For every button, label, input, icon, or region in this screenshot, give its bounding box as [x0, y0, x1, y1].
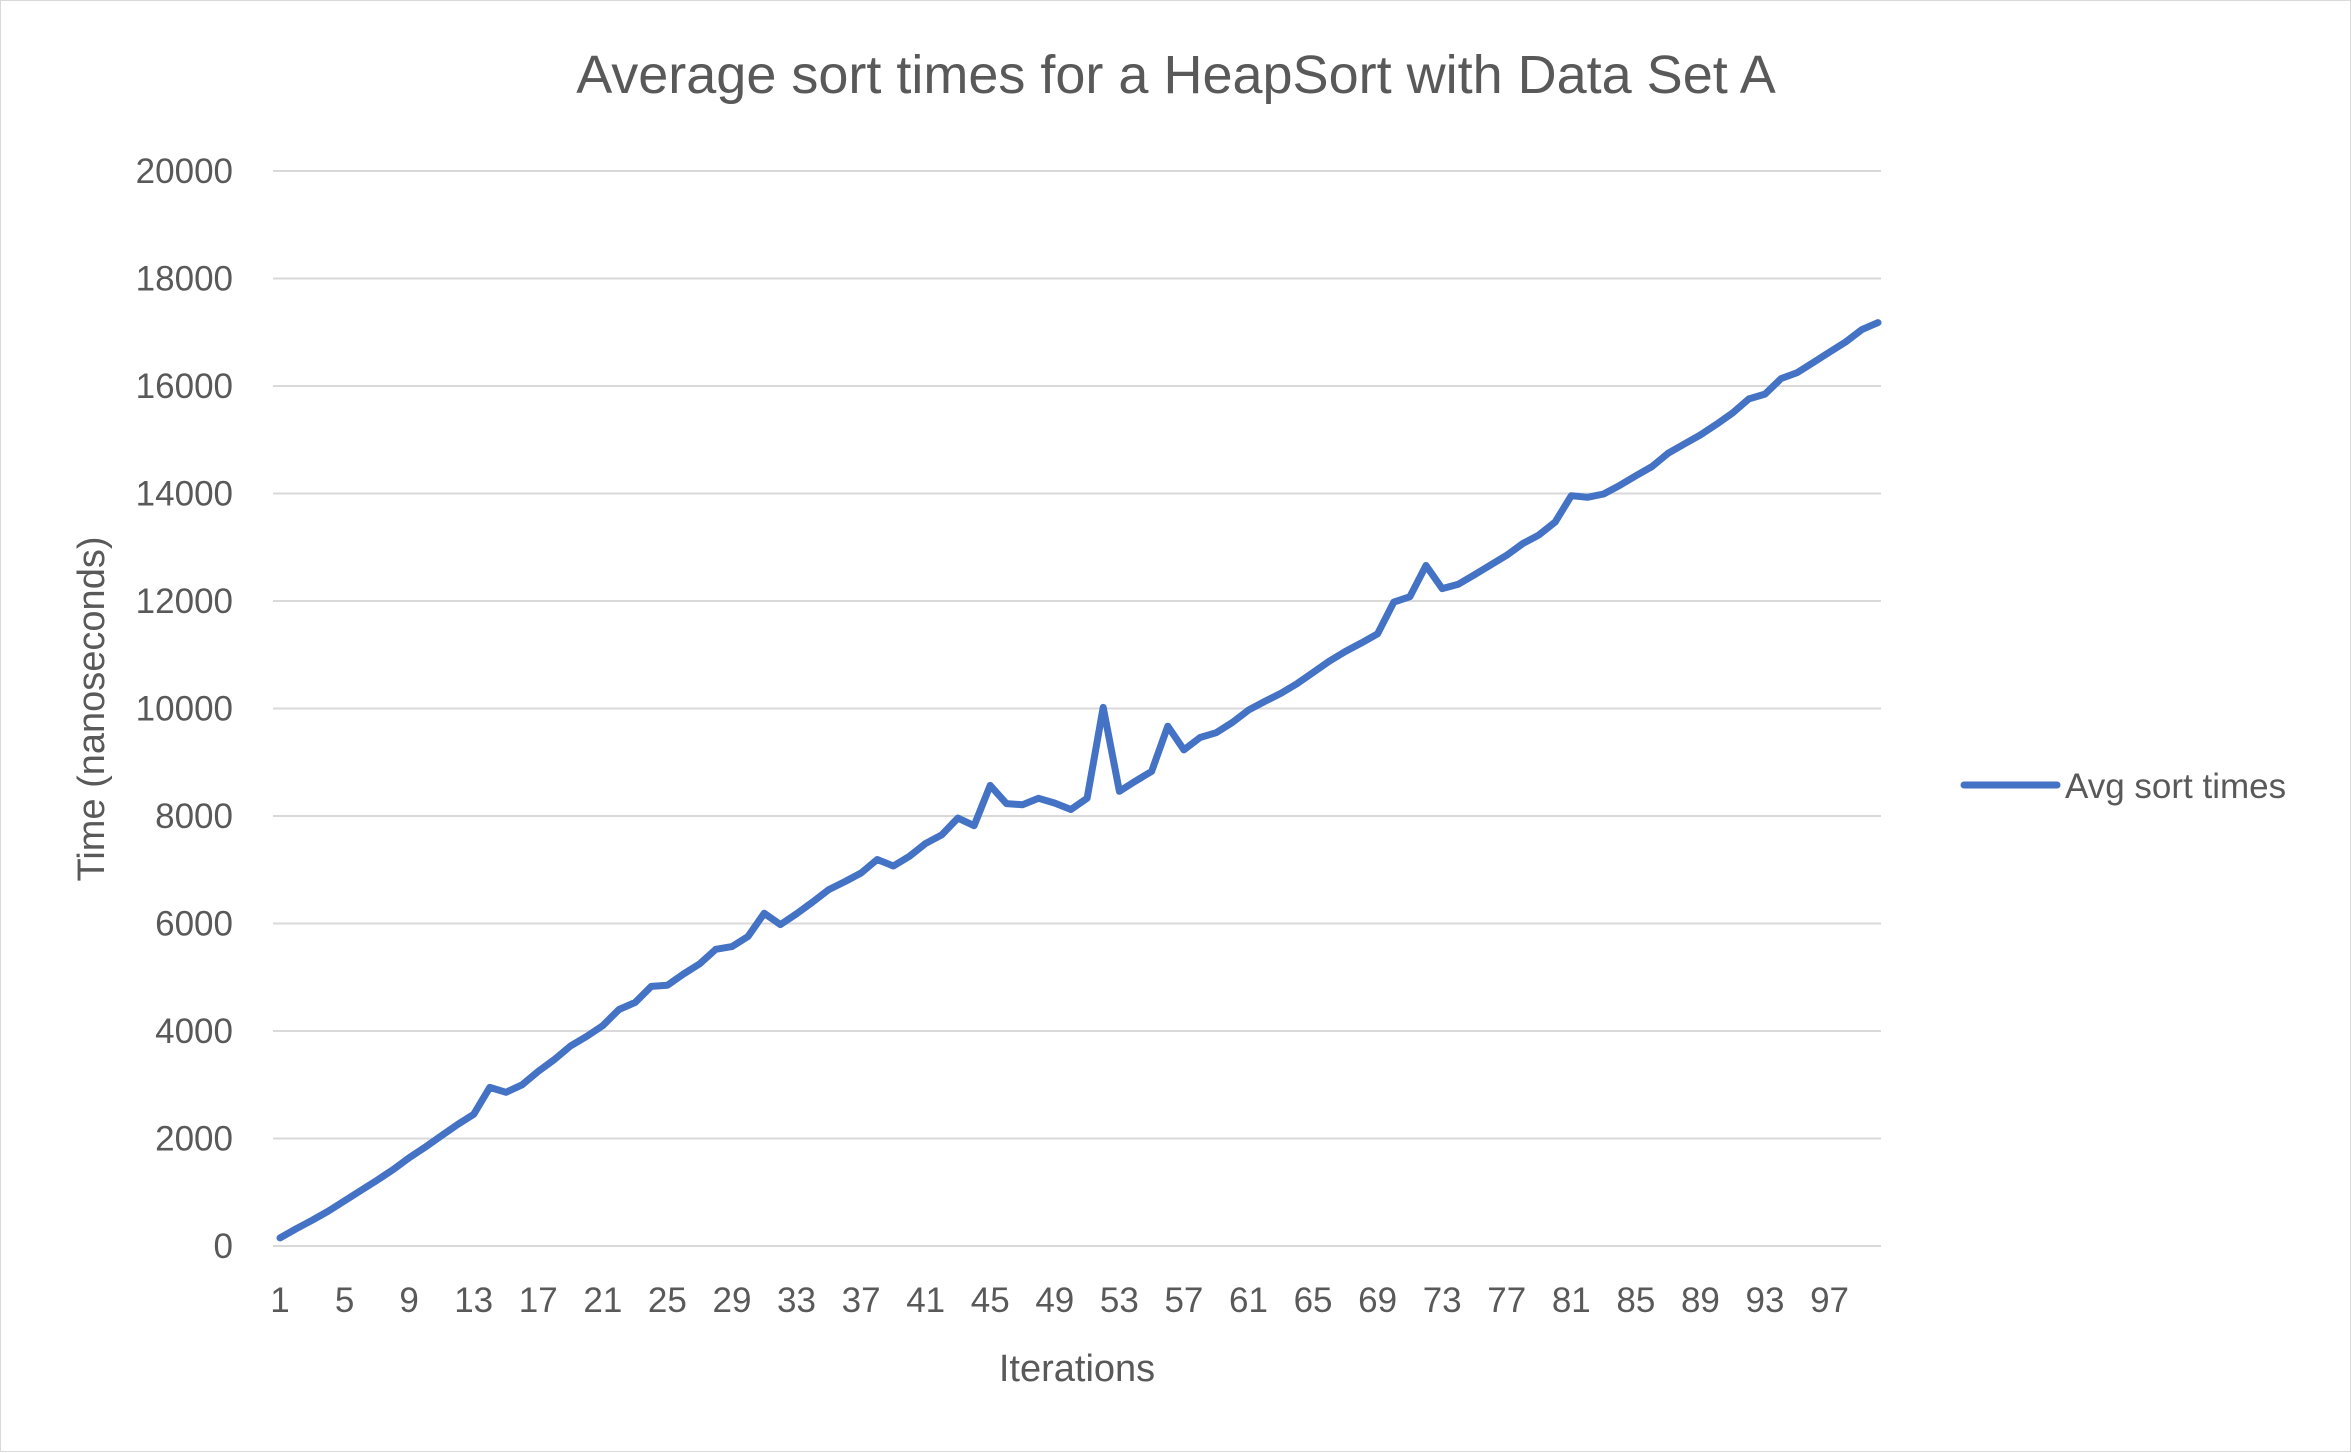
x-tick-label: 1 — [270, 1281, 289, 1320]
x-tick-label: 5 — [335, 1281, 354, 1320]
x-tick-label: 37 — [842, 1281, 881, 1320]
x-tick-label: 21 — [583, 1281, 622, 1320]
legend-label-avg-sort-times: Avg sort times — [2065, 767, 2286, 806]
chart-title: Average sort times for a HeapSort with D… — [576, 45, 1776, 105]
y-tick-label: 8000 — [155, 797, 233, 836]
y-tick-label: 18000 — [136, 260, 233, 299]
x-tick-label: 77 — [1487, 1281, 1526, 1320]
y-tick-label: 20000 — [136, 152, 233, 191]
x-tick-label: 33 — [777, 1281, 816, 1320]
y-tick-label: 2000 — [155, 1120, 233, 1159]
x-tick-label: 89 — [1681, 1281, 1720, 1320]
x-tick-label: 41 — [906, 1281, 945, 1320]
x-axis-title: Iterations — [999, 1348, 1155, 1390]
y-tick-label: 12000 — [136, 582, 233, 621]
x-tick-label: 61 — [1229, 1281, 1268, 1320]
series-line-avg-sort-times — [276, 319, 1882, 1242]
y-tick-label: 10000 — [136, 690, 233, 729]
y-tick-label: 14000 — [136, 475, 233, 514]
y-tick-label: 4000 — [155, 1012, 233, 1051]
y-axis-tick-labels: 0 2000 4000 6000 8000 10000 12000 14000 16000 180… — [136, 152, 233, 1266]
y-tick-label: 16000 — [136, 367, 233, 406]
x-tick-label: 53 — [1100, 1281, 1139, 1320]
x-tick-label: 73 — [1423, 1281, 1462, 1320]
x-tick-label: 85 — [1616, 1281, 1655, 1320]
x-tick-label: 9 — [399, 1281, 418, 1320]
series-layer — [276, 319, 1882, 1242]
y-tick-label: 6000 — [155, 905, 233, 944]
x-tick-label: 25 — [648, 1281, 687, 1320]
x-tick-label: 13 — [454, 1281, 493, 1320]
x-axis-tick-labels: 1 5 9 13 17 21 25 29 33 37 41 45 49 53 57 61 65 69 73 77 81 8… — [270, 1281, 1849, 1320]
y-tick-label: 0 — [214, 1227, 233, 1266]
x-tick-label: 17 — [519, 1281, 558, 1320]
y-axis-title: Time (nanoseconds) — [71, 537, 113, 882]
x-tick-label: 93 — [1746, 1281, 1785, 1320]
gridlines — [273, 170, 1881, 1140]
x-tick-label: 45 — [971, 1281, 1010, 1320]
x-tick-label: 29 — [712, 1281, 751, 1320]
x-tick-label: 49 — [1035, 1281, 1074, 1320]
x-tick-label: 97 — [1810, 1281, 1849, 1320]
x-tick-label: 81 — [1552, 1281, 1591, 1320]
x-tick-label: 65 — [1294, 1281, 1333, 1320]
x-tick-label: 69 — [1358, 1281, 1397, 1320]
legend: Avg sort times — [1960, 767, 2286, 806]
x-tick-label: 57 — [1164, 1281, 1203, 1320]
